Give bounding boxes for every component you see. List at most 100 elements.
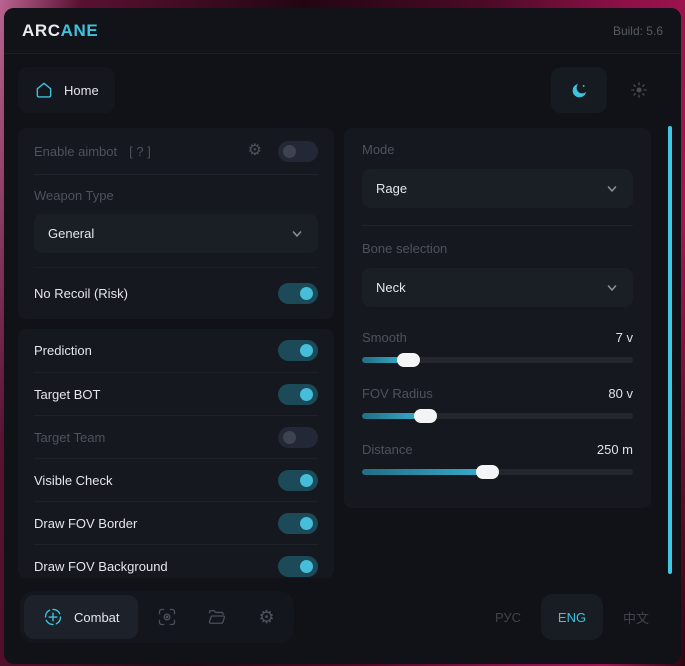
distance-slider-group: Distance 250 m [362,442,633,479]
slider-knob[interactable] [414,409,438,423]
toggle-knob [300,559,313,573]
fov-radius-slider[interactable] [362,409,633,423]
brand-primary: ARC [22,20,61,40]
enable-aimbot-help[interactable]: [ ? ] [129,143,151,159]
visible-check-toggle[interactable] [278,469,318,491]
draw-fov-background-label: Draw FOV Background [34,558,168,574]
bone-selection-value: Neck [376,280,406,295]
app-window: ARCANE Build: 5.6 Home [4,8,681,664]
toggle-row-draw-fov-border: Draw FOV Border [34,501,318,544]
distance-slider[interactable] [362,465,633,479]
mode-value: Rage [376,181,408,196]
lang-zh-button[interactable]: 中文 [622,610,649,626]
theme-switcher [551,67,667,113]
footer-nav-group: Combat [20,591,294,643]
tab-home[interactable]: Home [18,67,115,113]
mode-label: Mode [362,142,395,157]
toggle-row-target-team: Target Team [34,415,318,458]
left-column: Enable aimbot [ ? ] ⚙ Weapon Type Genera… [18,128,334,578]
title-bar: ARCANE Build: 5.6 [4,8,681,54]
weapon-type-select[interactable]: General [34,214,318,253]
no-recoil-label: No Recoil (Risk) [34,286,128,301]
home-label: Home [64,82,99,98]
moon-icon [570,81,589,100]
aimbot-settings-gear-icon[interactable]: ⚙ [247,142,262,159]
chevron-down-icon [605,182,619,196]
tab-combat[interactable]: Combat [24,595,138,639]
toggle-knob [300,344,313,357]
footer-bar: Combat [4,578,681,664]
vertical-scrollbar[interactable] [668,126,672,574]
folder-icon [207,607,227,627]
bone-selection-select[interactable]: Neck [362,268,633,307]
dark-theme-button[interactable] [551,67,607,113]
toggle-row-prediction: Prediction [34,329,318,372]
toggle-row-target-bot: Target BOT [34,372,318,415]
build-version: Build: 5.6 [612,23,663,38]
scan-eye-icon [157,607,177,627]
target-bot-toggle[interactable] [278,383,318,405]
smooth-slider-group: Smooth 7 v [362,330,633,367]
slider-fill [362,413,425,419]
home-icon [34,80,54,100]
bone-selection-label: Bone selection [362,241,448,256]
prediction-toggle[interactable] [278,340,318,361]
gear-icon: ⚙ [258,607,275,627]
enable-aimbot-row: Enable aimbot [ ? ] ⚙ [34,128,318,174]
right-column: Mode Rage Bone selection Neck [344,128,651,578]
target-bot-label: Target BOT [34,386,101,402]
toggle-row-draw-fov-background: Draw FOV Background [34,544,318,578]
chevron-down-icon [290,227,304,241]
chevron-down-icon [605,281,619,295]
fov-radius-slider-group: FOV Radius 80 v [362,386,633,423]
slider-fill [362,357,406,363]
slider-fill [362,469,493,475]
target-team-label: Target Team [34,429,106,445]
weapon-type-value: General [48,226,95,241]
fov-radius-label: FOV Radius [362,386,433,401]
divider [34,267,318,268]
smooth-value: 7 v [615,330,633,345]
crosshair-icon [42,606,64,628]
no-recoil-toggle[interactable] [278,283,318,304]
configs-button[interactable] [196,595,238,639]
draw-fov-border-label: Draw FOV Border [34,515,138,531]
enable-aimbot-label: Enable aimbot [34,143,118,159]
lang-eng-button[interactable]: ENG [541,594,603,640]
content-area: Enable aimbot [ ? ] ⚙ Weapon Type Genera… [4,126,681,578]
sun-icon [630,81,648,99]
mode-card: Mode Rage Bone selection Neck [344,128,651,508]
toggle-knob [300,516,313,530]
combat-label: Combat [74,609,120,625]
light-theme-button[interactable] [611,67,667,113]
slider-knob[interactable] [476,465,500,479]
target-team-toggle[interactable] [278,426,318,448]
lang-rus-button[interactable]: РУС [494,609,522,625]
toggle-knob [300,473,313,487]
visuals-button[interactable] [146,595,188,639]
fov-radius-value: 80 v [608,386,633,401]
distance-label: Distance [362,442,413,457]
language-switcher: РУС ENG 中文 [479,594,665,640]
weapon-type-label: Weapon Type [34,188,114,203]
prediction-label: Prediction [34,343,92,358]
app-logo: ARCANE [22,21,98,41]
distance-value: 250 m [596,442,633,457]
mode-select[interactable]: Rage [362,169,633,208]
aimbot-card: Enable aimbot [ ? ] ⚙ Weapon Type Genera… [18,128,334,319]
divider [362,225,633,226]
smooth-slider[interactable] [362,353,633,367]
smooth-label: Smooth [362,330,407,345]
enable-aimbot-toggle[interactable] [278,140,318,162]
settings-button[interactable]: ⚙ [246,595,288,639]
slider-knob[interactable] [396,353,420,367]
no-recoil-row: No Recoil (Risk) [34,268,318,319]
draw-fov-border-toggle[interactable] [278,512,318,534]
divider [34,174,318,175]
toggle-knob [300,387,313,401]
toggle-row-visible-check: Visible Check [34,458,318,501]
draw-fov-background-toggle[interactable] [278,555,318,577]
visible-check-label: Visible Check [34,472,113,488]
toggle-knob [283,430,296,444]
nav-bar: Home [4,54,681,126]
